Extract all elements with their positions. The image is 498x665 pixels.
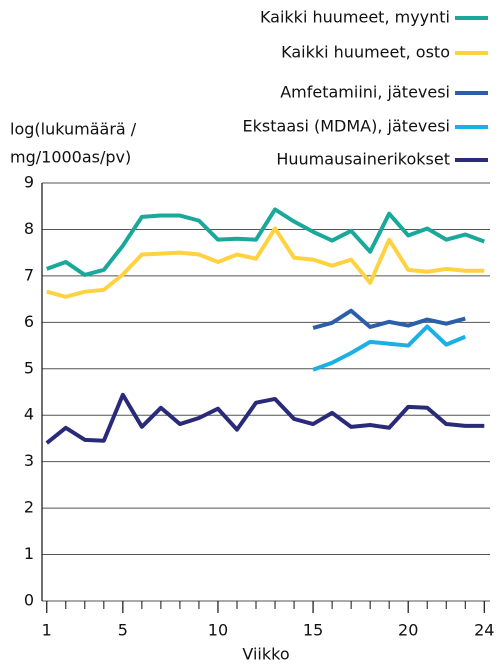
- y-tick-label: 2: [24, 498, 34, 517]
- x-tick-label: 20: [398, 621, 418, 640]
- series-line: [312, 308, 466, 330]
- y-tick-label: 0: [24, 591, 34, 610]
- series-line: [46, 226, 485, 299]
- y-tick-label: 8: [24, 219, 34, 238]
- x-tick-label: 1: [42, 621, 52, 640]
- y-tick-label: 6: [24, 312, 34, 331]
- y-tick-label: 4: [24, 405, 34, 424]
- y-tick-label: 9: [24, 173, 34, 192]
- y-tick-label: 5: [24, 358, 34, 377]
- x-axis-label: Viikko: [242, 645, 289, 664]
- x-tick-label: 24: [474, 621, 494, 640]
- series-line: [312, 324, 467, 372]
- y-axis-label: log(lukumäärä /: [10, 120, 137, 139]
- legend-label: Huumausainerikokset: [276, 150, 450, 169]
- y-tick-label: 1: [24, 544, 34, 563]
- legend-label: Ekstaasi (MDMA), jätevesi: [243, 117, 450, 136]
- y-axis-label: mg/1000as/pv): [10, 148, 131, 167]
- legend-label: Amfetamiini, jätevesi: [280, 83, 450, 102]
- series-line: [45, 392, 485, 445]
- legend-label: Kaikki huumeet, osto: [281, 43, 450, 62]
- x-tick-label: 10: [208, 621, 228, 640]
- y-tick-label: 3: [24, 451, 34, 470]
- y-tick-label: 7: [24, 265, 34, 284]
- series-line: [46, 207, 485, 277]
- legend-label: Kaikki huumeet, myynti: [260, 8, 450, 27]
- x-tick-label: 5: [118, 621, 128, 640]
- x-tick-label: 15: [303, 621, 323, 640]
